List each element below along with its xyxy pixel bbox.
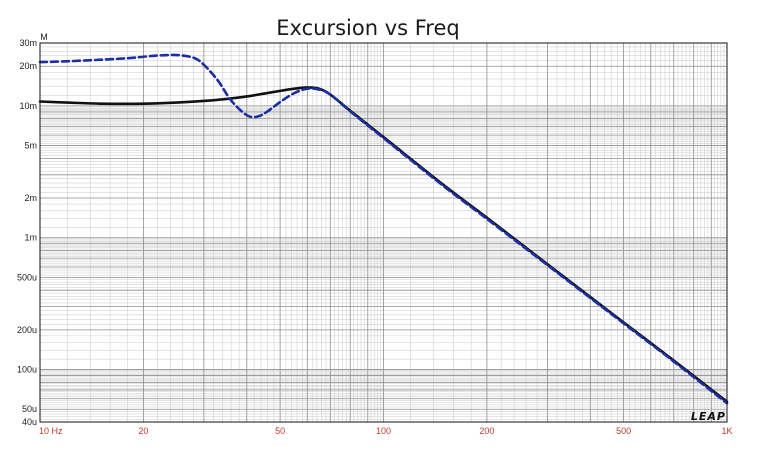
major-gridlines — [40, 43, 727, 422]
chart-title: Excursion vs Freq — [276, 16, 459, 40]
series-line-dashed — [38, 53, 729, 405]
y-tick-labels: 30m 20m 10m 5m 2m 1m 500u 200u 100u 50u 40u — [17, 38, 37, 427]
x-tick-labels: 10 Hz 20 50 100 200 500 1K — [39, 426, 733, 436]
y-tick-label: 5m — [24, 141, 37, 151]
x-tick-label: 500 — [616, 426, 631, 436]
y-tick-label: 2m — [24, 193, 37, 203]
y-axis-unit: M — [40, 32, 48, 42]
x-tick-label: 20 — [138, 426, 148, 436]
x-tick-label: 100 — [376, 426, 391, 436]
y-tick-label: 500u — [17, 272, 37, 282]
x-tick-label: 10 Hz — [39, 426, 63, 436]
y-tick-label: 100u — [17, 365, 37, 375]
y-tick-label: 40u — [22, 417, 37, 427]
y-tick-label: 10m — [19, 101, 37, 111]
y-tick-label: 200u — [17, 325, 37, 335]
plot-frame — [39, 42, 728, 423]
x-tick-label: 200 — [479, 426, 494, 436]
y-tick-label: 1m — [24, 233, 37, 243]
y-tick-label: 50u — [22, 404, 37, 414]
x-tick-label: 1K — [721, 426, 732, 436]
y-tick-label: 30m — [19, 38, 37, 48]
leap-logo: LEAP — [691, 410, 726, 423]
series-lines — [38, 53, 729, 405]
y-tick-label: 20m — [19, 61, 37, 71]
x-tick-label: 50 — [275, 426, 285, 436]
